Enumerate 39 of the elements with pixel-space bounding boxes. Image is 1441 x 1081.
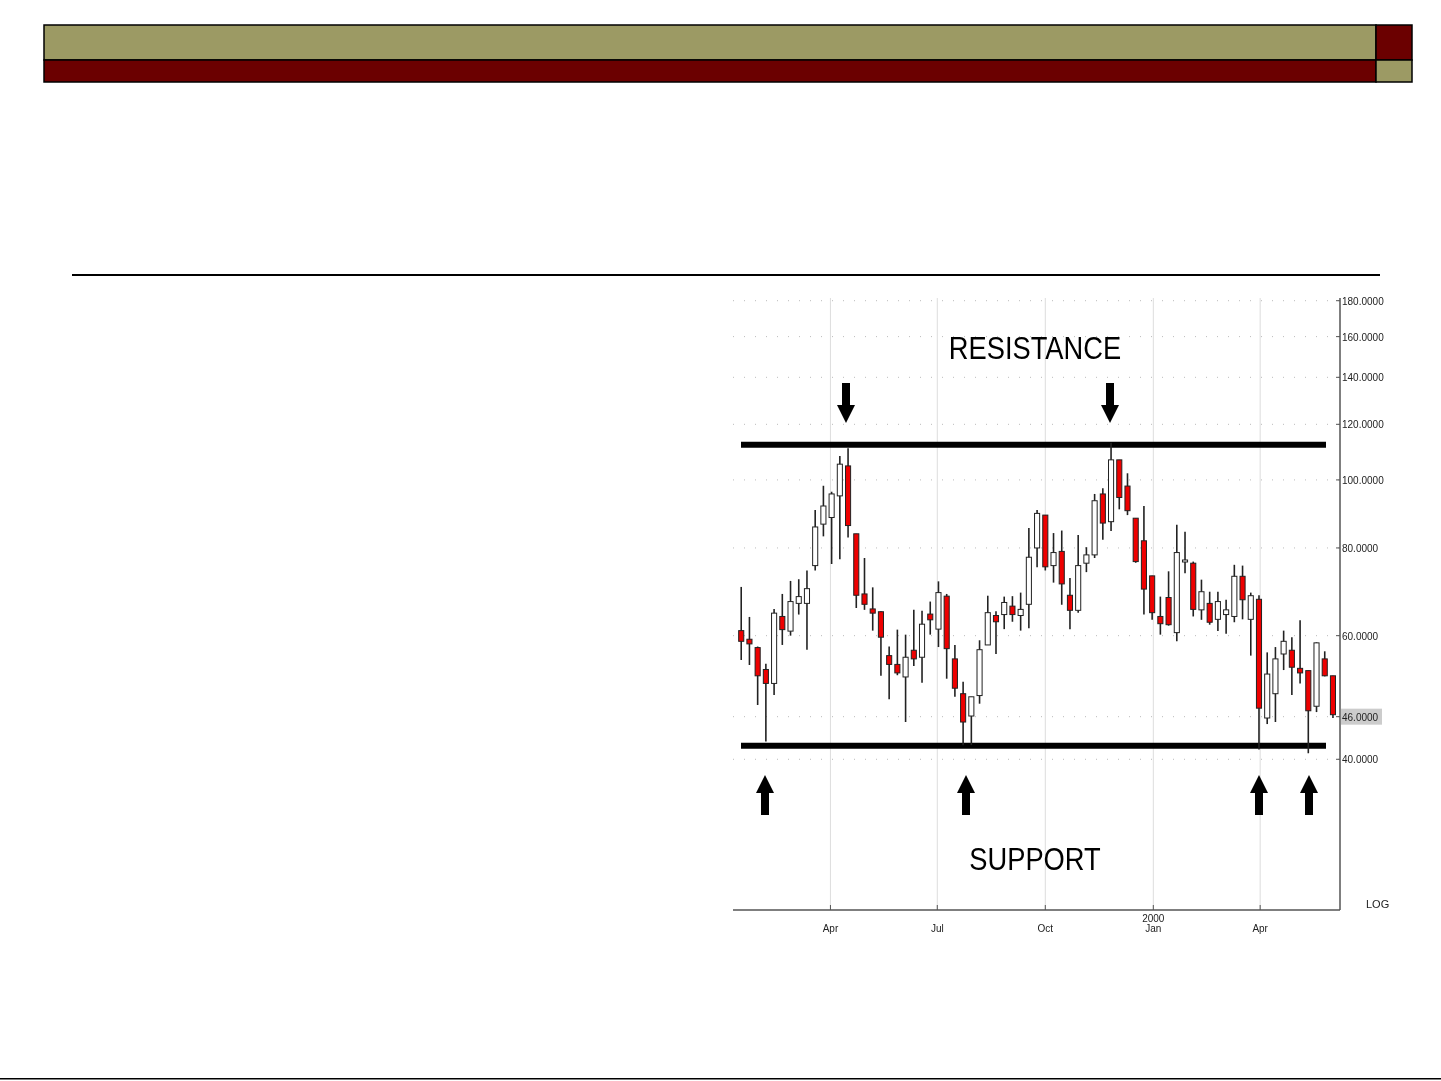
candlestick <box>1181 530 1189 575</box>
candlestick <box>803 569 811 651</box>
candlestick <box>795 578 802 616</box>
y-tick-label: 160.0000 <box>1342 331 1385 343</box>
candlestick <box>1280 629 1287 671</box>
x-tick-label: 2000 Jan <box>1142 913 1165 934</box>
candlestick <box>1247 591 1254 657</box>
candlestick <box>968 695 975 746</box>
candlestick <box>910 609 917 667</box>
candlestick <box>746 616 753 666</box>
y-tick-label: 40.0000 <box>1342 754 1379 766</box>
y-tick-label: 60.0000 <box>1342 630 1379 642</box>
candlestick <box>869 586 876 632</box>
y-tick-label: 180.0000 <box>1342 295 1385 307</box>
candlestick <box>886 645 893 701</box>
y-tick-label: 140.0000 <box>1342 372 1385 384</box>
candlestick <box>1297 619 1304 685</box>
ref-line-label: RESISTANCE <box>948 331 1122 366</box>
y-tick-label: 100.0000 <box>1342 474 1385 486</box>
x-tick-label: Apr <box>1252 923 1269 934</box>
candlestick <box>1321 650 1328 678</box>
candlestick <box>927 600 934 636</box>
candlestick <box>992 610 1000 655</box>
x-tick-label: Jul <box>930 923 944 934</box>
y-tick-label: 120.0000 <box>1342 419 1385 431</box>
candlestick <box>738 586 745 661</box>
y-tick-label: 80.0000 <box>1342 542 1379 554</box>
candlestick <box>762 663 769 743</box>
candlestick <box>1223 598 1230 635</box>
candlestick <box>1001 595 1008 630</box>
text: LOG <box>1366 898 1390 910</box>
x-tick-label: Apr <box>822 923 839 934</box>
candlestick <box>1066 577 1074 630</box>
candlestick <box>1288 636 1295 696</box>
y-tick-label: 46.0000 <box>1342 711 1379 723</box>
candlestick <box>861 557 868 611</box>
legend-label: SUPPORT <box>969 842 1101 877</box>
x-tick-label: Oct <box>1037 923 1054 934</box>
candlestick <box>1214 590 1221 632</box>
